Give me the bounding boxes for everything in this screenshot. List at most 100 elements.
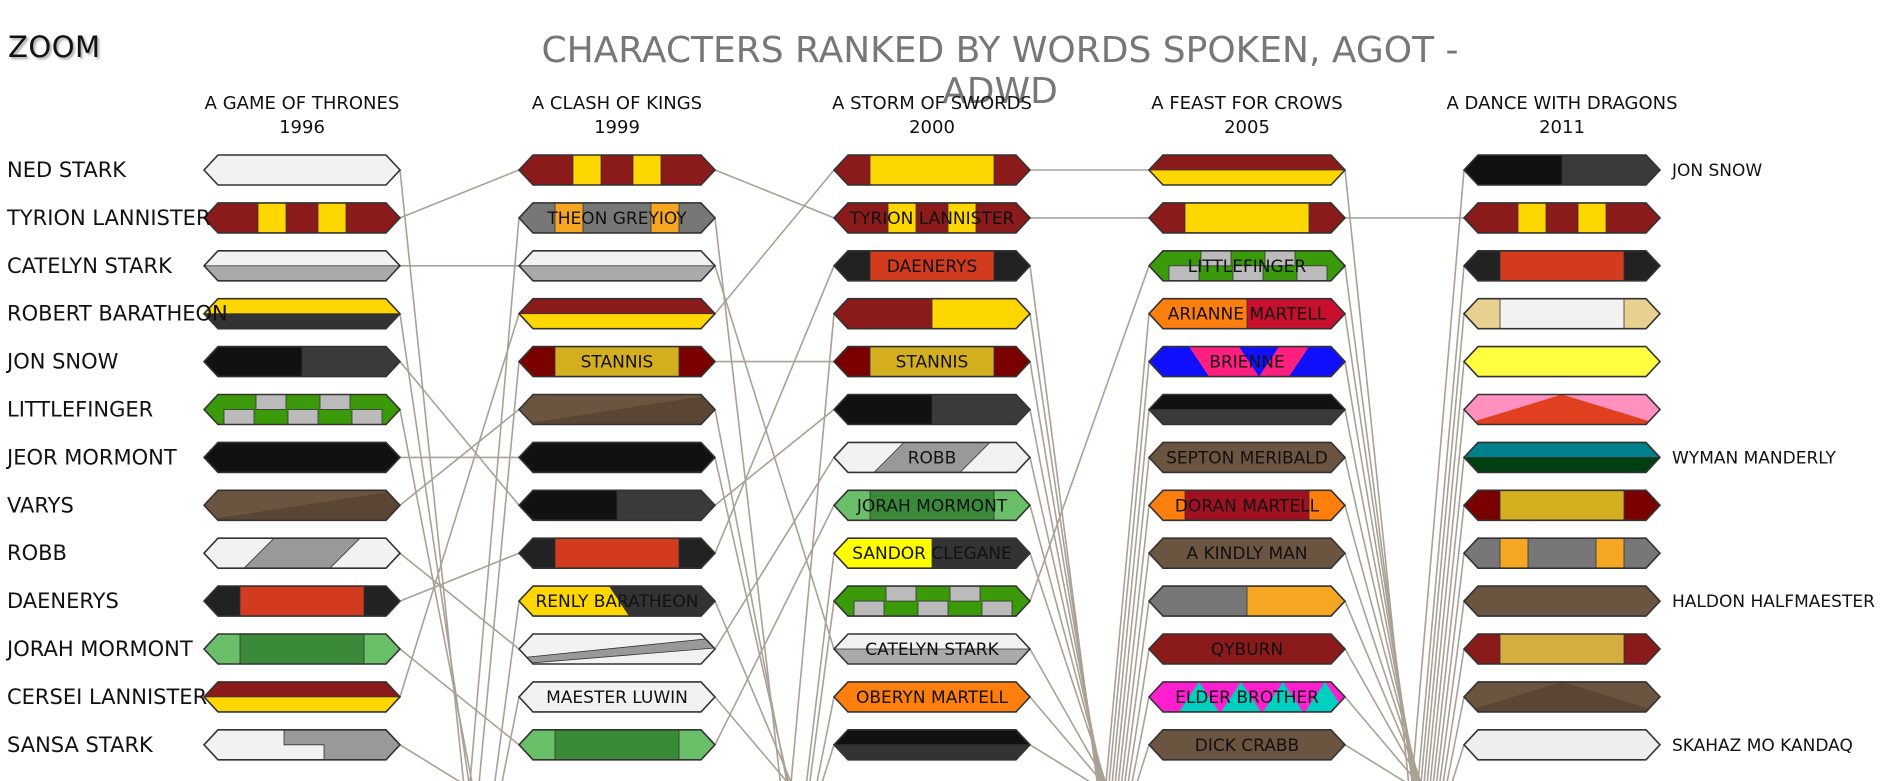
banner-stannis[interactable] [1462,489,1662,522]
banner-varys[interactable] [1462,681,1662,713]
banner-label: JORAH MORMONT [856,496,1008,516]
banner-renly-baratheon[interactable]: RENLY BARATHEON [517,585,717,617]
banner-cersei-lannister[interactable] [517,297,717,330]
banner-littlefinger[interactable]: LITTLEFINGER [7,393,402,426]
rank-line [1029,265,1150,602]
banner-robb[interactable]: ROBB [7,537,402,569]
banner-varys[interactable]: VARYS [7,489,402,522]
banner-brienne[interactable]: BRIENNE [1147,345,1347,378]
banner-label: LITTLEFINGER [1188,257,1307,277]
book-year: 1996 [279,117,325,138]
rank-line [399,648,520,746]
banner-jorah-mormont[interactable]: JORAH MORMONT [832,489,1032,522]
banner-qyburn[interactable]: QYBURN [1147,633,1347,665]
banner-catelyn-stark[interactable]: CATELYN STARK [7,250,402,282]
banner-tyrion-lannister[interactable] [1462,202,1662,234]
banner-stannis[interactable]: STANNIS [517,345,717,378]
book-year: 2005 [1224,117,1270,138]
banner-quentyn[interactable] [1462,345,1662,378]
zoom-button[interactable]: ZOOM [8,30,101,64]
banner-jorah-mormont[interactable]: JORAH MORMONT [5,633,402,665]
banner-jon-snow[interactable]: JON SNOW [5,345,402,378]
banner-haldon-halfmaester[interactable]: HALDON HALFMAESTER [1462,585,1875,617]
banner-daenerys[interactable]: DAENERYS [7,585,402,617]
banner-skahaz-mo-kandaq[interactable]: SKAHAZ MO KANDAQ [1462,729,1853,761]
banner-a-kindly-man[interactable]: A KINDLY MAN [1147,537,1347,569]
banner-robert-baratheon[interactable]: ROBERT BARATHEON [7,297,402,330]
book-header-2: A CLASH OF KINGS 1999 [492,92,742,140]
row-label: CERSEI LANNISTER [7,685,207,709]
banner-sansa-stark[interactable]: SANSA STARK [7,729,402,761]
book-title: A GAME OF THRONES [204,93,400,114]
banner-robb[interactable] [517,633,717,665]
banner-cersei-lannister[interactable] [1147,154,1347,186]
banner-label: RENLY BARATHEON [535,592,698,612]
banner-daenerys[interactable] [1462,250,1662,282]
banner-oberyn-martell[interactable]: OBERYN MARTELL [832,681,1032,713]
banner-jon-snow[interactable] [517,489,717,522]
rank-line [1029,409,1103,781]
banner-stannis[interactable]: STANNIS [832,345,1032,378]
rank-line [1344,552,1422,781]
banner-jon-snow[interactable]: JON SNOW [1462,154,1762,186]
banner-ned-stark[interactable]: NED STARK [7,154,402,186]
banner-label: THEON GREYIOY [546,209,687,229]
rank-line [714,457,789,781]
banner-arianne-martell[interactable]: ARIANNE MARTELL [1147,297,1347,330]
rank-line [1124,600,1150,781]
rank-line [1344,505,1421,781]
banner-daenerys[interactable]: DAENERYS [832,250,1032,282]
banner-cersei-lannister[interactable]: CERSEI LANNISTER [7,681,402,713]
banner-jon-snow[interactable] [832,393,1032,426]
banner-catelyn-stark[interactable] [517,250,717,282]
rank-line [805,553,835,781]
banner-label: OBERYN MARTELL [856,688,1008,708]
banner-tyrion-lannister[interactable] [517,154,717,186]
banner-tyrion-lannister[interactable]: TYRION LANNISTER [6,202,402,234]
rank-line [1029,696,1103,781]
banner-varys[interactable] [517,393,717,426]
rank-line [1108,361,1150,781]
rank-line [1435,553,1465,781]
banner-label: CATELYN STARK [865,640,999,660]
banner-daenerys[interactable] [517,537,717,569]
banner-cersei-lannister[interactable] [832,154,1032,186]
banner-jeor-mormont[interactable]: JEOR MORMONT [5,441,402,474]
rank-line [1029,552,1107,781]
side-label: SKAHAZ MO KANDAQ [1672,736,1853,756]
rank-line [714,408,835,506]
banner-littlefinger[interactable]: LITTLEFINGER [1147,250,1347,282]
banner-maester-luwin[interactable]: MAESTER LUWIN [517,681,717,713]
banner-theon-greyjoy[interactable] [1462,537,1662,569]
banner-theon-greyjoy[interactable]: THEON GREYIOY [517,202,717,234]
banner-robb[interactable]: ROBB [832,441,1032,474]
banner-hizdahr[interactable] [1462,297,1662,330]
rank-line [1439,600,1465,781]
banner-tyrion-lannister[interactable]: TYRION LANNISTER [832,202,1032,234]
banner-samwell-tarly[interactable] [1147,393,1347,426]
banner-doran-martell[interactable]: DORAN MARTELL [1147,489,1347,522]
banner-sandor-clegane[interactable]: SANDOR CLEGANE [832,537,1032,569]
rank-line [1417,265,1465,781]
banner-tyrion-lannister[interactable] [1147,202,1347,234]
banner-jaime-lannister[interactable] [832,297,1032,330]
banner-victarion[interactable] [1147,585,1347,617]
banner-jorah-mormont[interactable] [517,729,717,761]
banner-jeor-mormont[interactable] [517,441,717,474]
rank-line [1111,409,1150,781]
banner-sansa-stark[interactable] [832,729,1032,761]
row-label: ROBB [7,541,67,565]
banner-dick-crabb[interactable]: DICK CRABB [1147,729,1347,761]
banner-cersei[interactable] [1462,633,1662,665]
rank-line [714,600,792,781]
banner-catelyn-stark[interactable]: CATELYN STARK [832,633,1032,665]
banner-shavepate[interactable] [1462,393,1662,426]
rank-line [714,504,835,746]
rank-line [1429,457,1465,781]
banner-wyman-manderly[interactable]: WYMAN MANDERLY [1462,441,1836,474]
banner-label: DAENERYS [887,257,978,277]
banner-littlefinger[interactable] [832,585,1032,617]
banner-elder-brother[interactable]: ELDER BROTHER [1147,681,1347,713]
banner-septon-meribald[interactable]: SEPTON MERIBALD [1147,441,1347,474]
banner-label: DICK CRABB [1195,736,1299,756]
